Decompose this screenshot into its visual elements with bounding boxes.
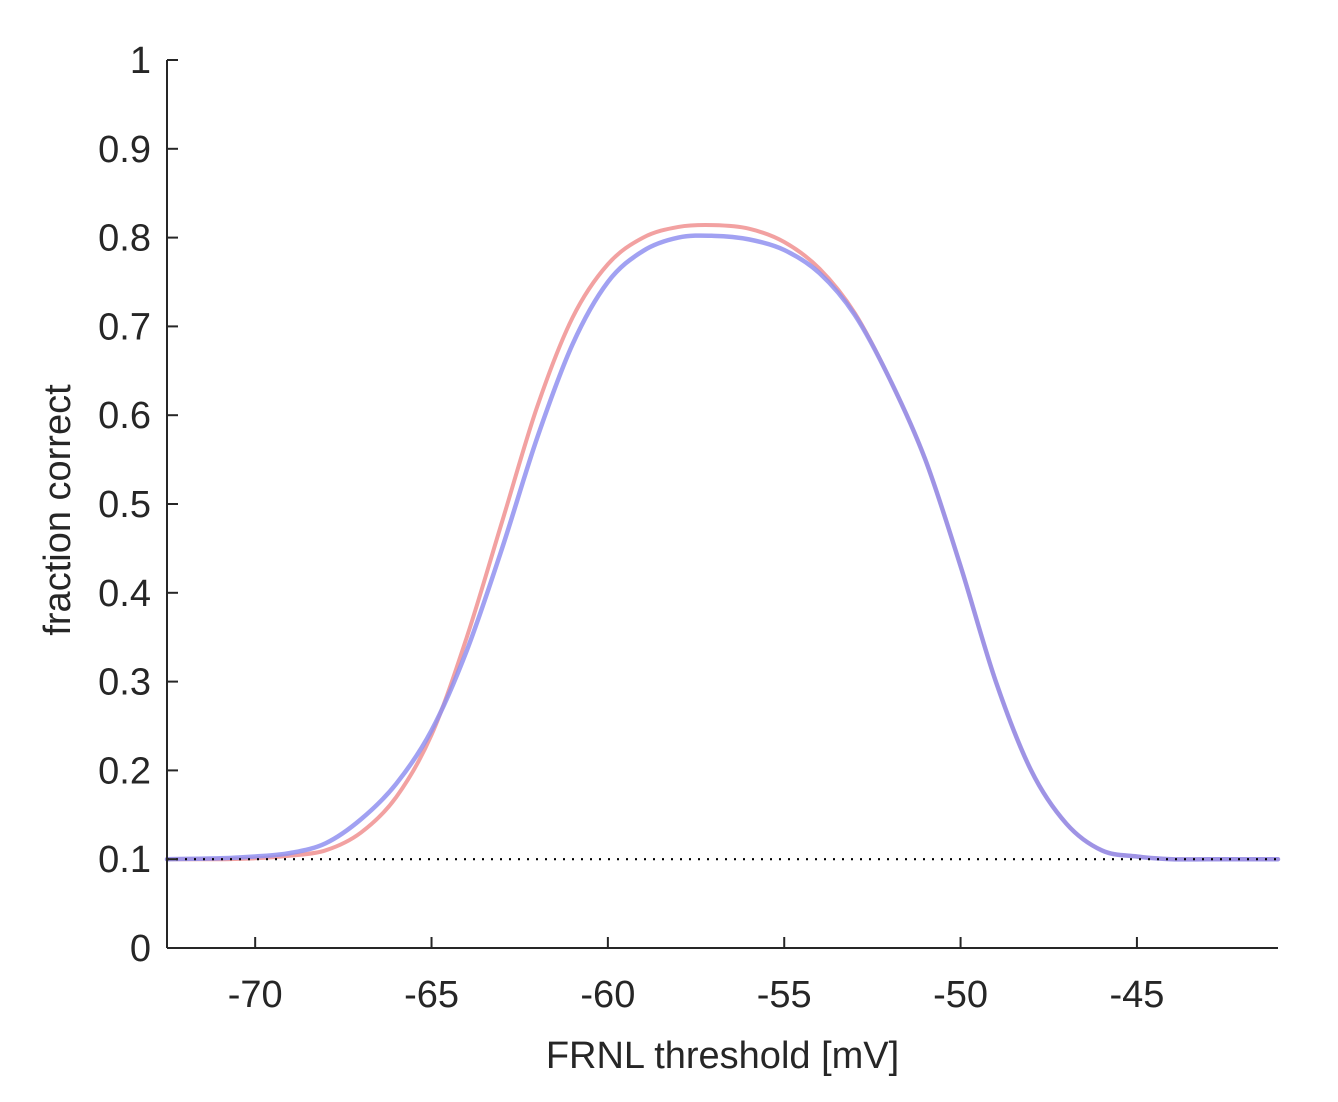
x-tick-label: -70 [228,974,283,1016]
y-tick-label: 0.9 [98,129,151,171]
y-ticks: 0 0.1 0.2 0.3 0.4 0.5 0.6 0.7 0.8 0.9 1 [98,40,178,970]
x-tick-label: -45 [1109,974,1164,1016]
y-axis-label: fraction correct [37,384,79,636]
series-layer [164,223,1281,862]
x-tick-label: -65 [404,974,459,1016]
x-axis-label: FRNL threshold [mV] [546,1035,899,1077]
x-ticks: -70 -65 -60 -55 -50 -45 [228,937,1164,1016]
y-tick-label: 0.3 [98,662,151,704]
y-tick-label: 0.6 [98,395,151,437]
x-tick-label: -50 [933,974,988,1016]
y-tick-label: 0.2 [98,750,151,792]
y-tick-label: 1 [130,40,151,82]
series-line-blue [164,233,1281,862]
y-tick-label: 0 [130,928,151,970]
x-tick-label: -60 [580,974,635,1016]
y-tick-label: 0.7 [98,306,151,348]
y-tick-label: 0.8 [98,218,151,260]
x-tick-label: -55 [757,974,812,1016]
y-tick-label: 0.1 [98,839,151,881]
y-tick-label: 0.5 [98,484,151,526]
plot-area [164,223,1281,862]
axes: -70 -65 -60 -55 -50 -45 0 0.1 0.2 0.3 0.4 0.5 0.6 0.… [98,40,1278,1016]
y-tick-label: 0.4 [98,573,151,615]
series-line-red [165,223,1280,862]
